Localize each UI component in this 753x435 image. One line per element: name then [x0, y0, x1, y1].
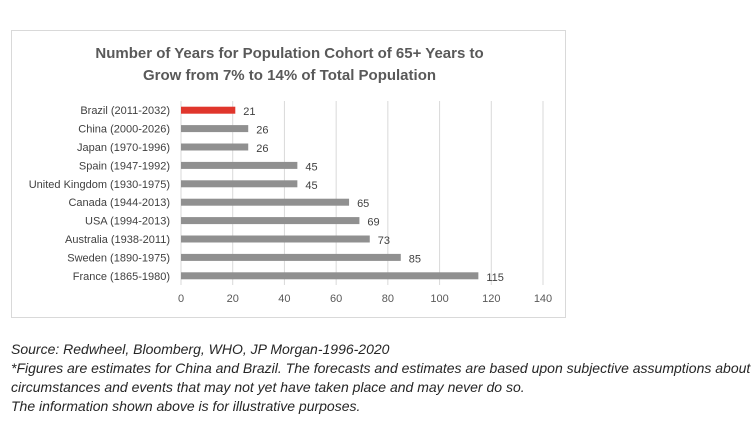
category-label-8: Sweden (1890-1975): [67, 252, 170, 264]
bar-5: [181, 198, 350, 206]
data-label-0: 21: [243, 106, 255, 118]
chart-title-line-1: Number of Years for Population Cohort of…: [95, 45, 484, 62]
x-tick-label-7: 140: [534, 293, 552, 305]
category-label-2: Japan (1970-1996): [77, 142, 170, 154]
bar-8: [181, 253, 401, 261]
x-tick-label-6: 120: [482, 293, 500, 305]
category-label-6: USA (1994-2013): [85, 216, 170, 228]
x-tick-label-1: 20: [227, 293, 239, 305]
bar-1: [181, 125, 249, 133]
data-label-6: 69: [367, 217, 379, 229]
chart-frame: Number of Years for Population Cohort of…: [11, 30, 566, 318]
x-tick-label-2: 40: [278, 293, 290, 305]
data-label-8: 85: [409, 253, 421, 265]
x-tick-label-0: 0: [178, 293, 184, 305]
category-label-1: China (2000-2026): [78, 124, 170, 136]
x-tick-label-3: 60: [330, 293, 342, 305]
bar-0: [181, 106, 236, 114]
data-label-2: 26: [256, 143, 268, 155]
data-label-4: 45: [305, 180, 317, 192]
category-label-0: Brazil (2011-2032): [80, 105, 170, 117]
x-tick-label-4: 80: [382, 293, 394, 305]
data-label-7: 73: [378, 235, 390, 247]
bar-7: [181, 235, 370, 243]
data-label-1: 26: [256, 125, 268, 137]
footnote-disclaimer-line-1: *Figures are estimates for China and Bra…: [11, 360, 751, 376]
bar-6: [181, 217, 360, 225]
chart-title: Number of Years for Population Cohort of…: [12, 43, 567, 87]
category-label-4: United Kingdom (1930-1975): [29, 179, 170, 191]
bar-2: [181, 143, 249, 151]
bar-chart: 0 20 40 60 80 100 120 140 Brazil (2011-2032) 21 Ch…: [29, 101, 552, 305]
data-label-9: 115: [486, 272, 504, 284]
category-label-7: Australia (1938-2011): [65, 234, 170, 246]
data-label-5: 65: [357, 198, 369, 210]
footnote: Source: Redwheel, Bloomberg, WHO, JP Mor…: [11, 340, 751, 416]
bar-9: [181, 272, 479, 280]
bar-3: [181, 161, 298, 169]
category-label-5: Canada (1944-2013): [68, 197, 170, 209]
bar-4: [181, 180, 298, 188]
category-label-9: France (1865-1980): [73, 271, 170, 283]
footnote-disclaimer-line-2: circumstances and events that may not ye…: [11, 379, 525, 395]
footnote-illustrative: The information shown above is for illus…: [11, 398, 361, 414]
chart-title-line-2: Grow from 7% to 14% of Total Population: [142, 67, 437, 84]
data-label-3: 45: [305, 161, 317, 173]
footnote-source: Source: Redwheel, Bloomberg, WHO, JP Mor…: [11, 341, 390, 357]
x-tick-label-5: 100: [430, 293, 448, 305]
category-label-3: Spain (1947-1992): [79, 160, 170, 172]
